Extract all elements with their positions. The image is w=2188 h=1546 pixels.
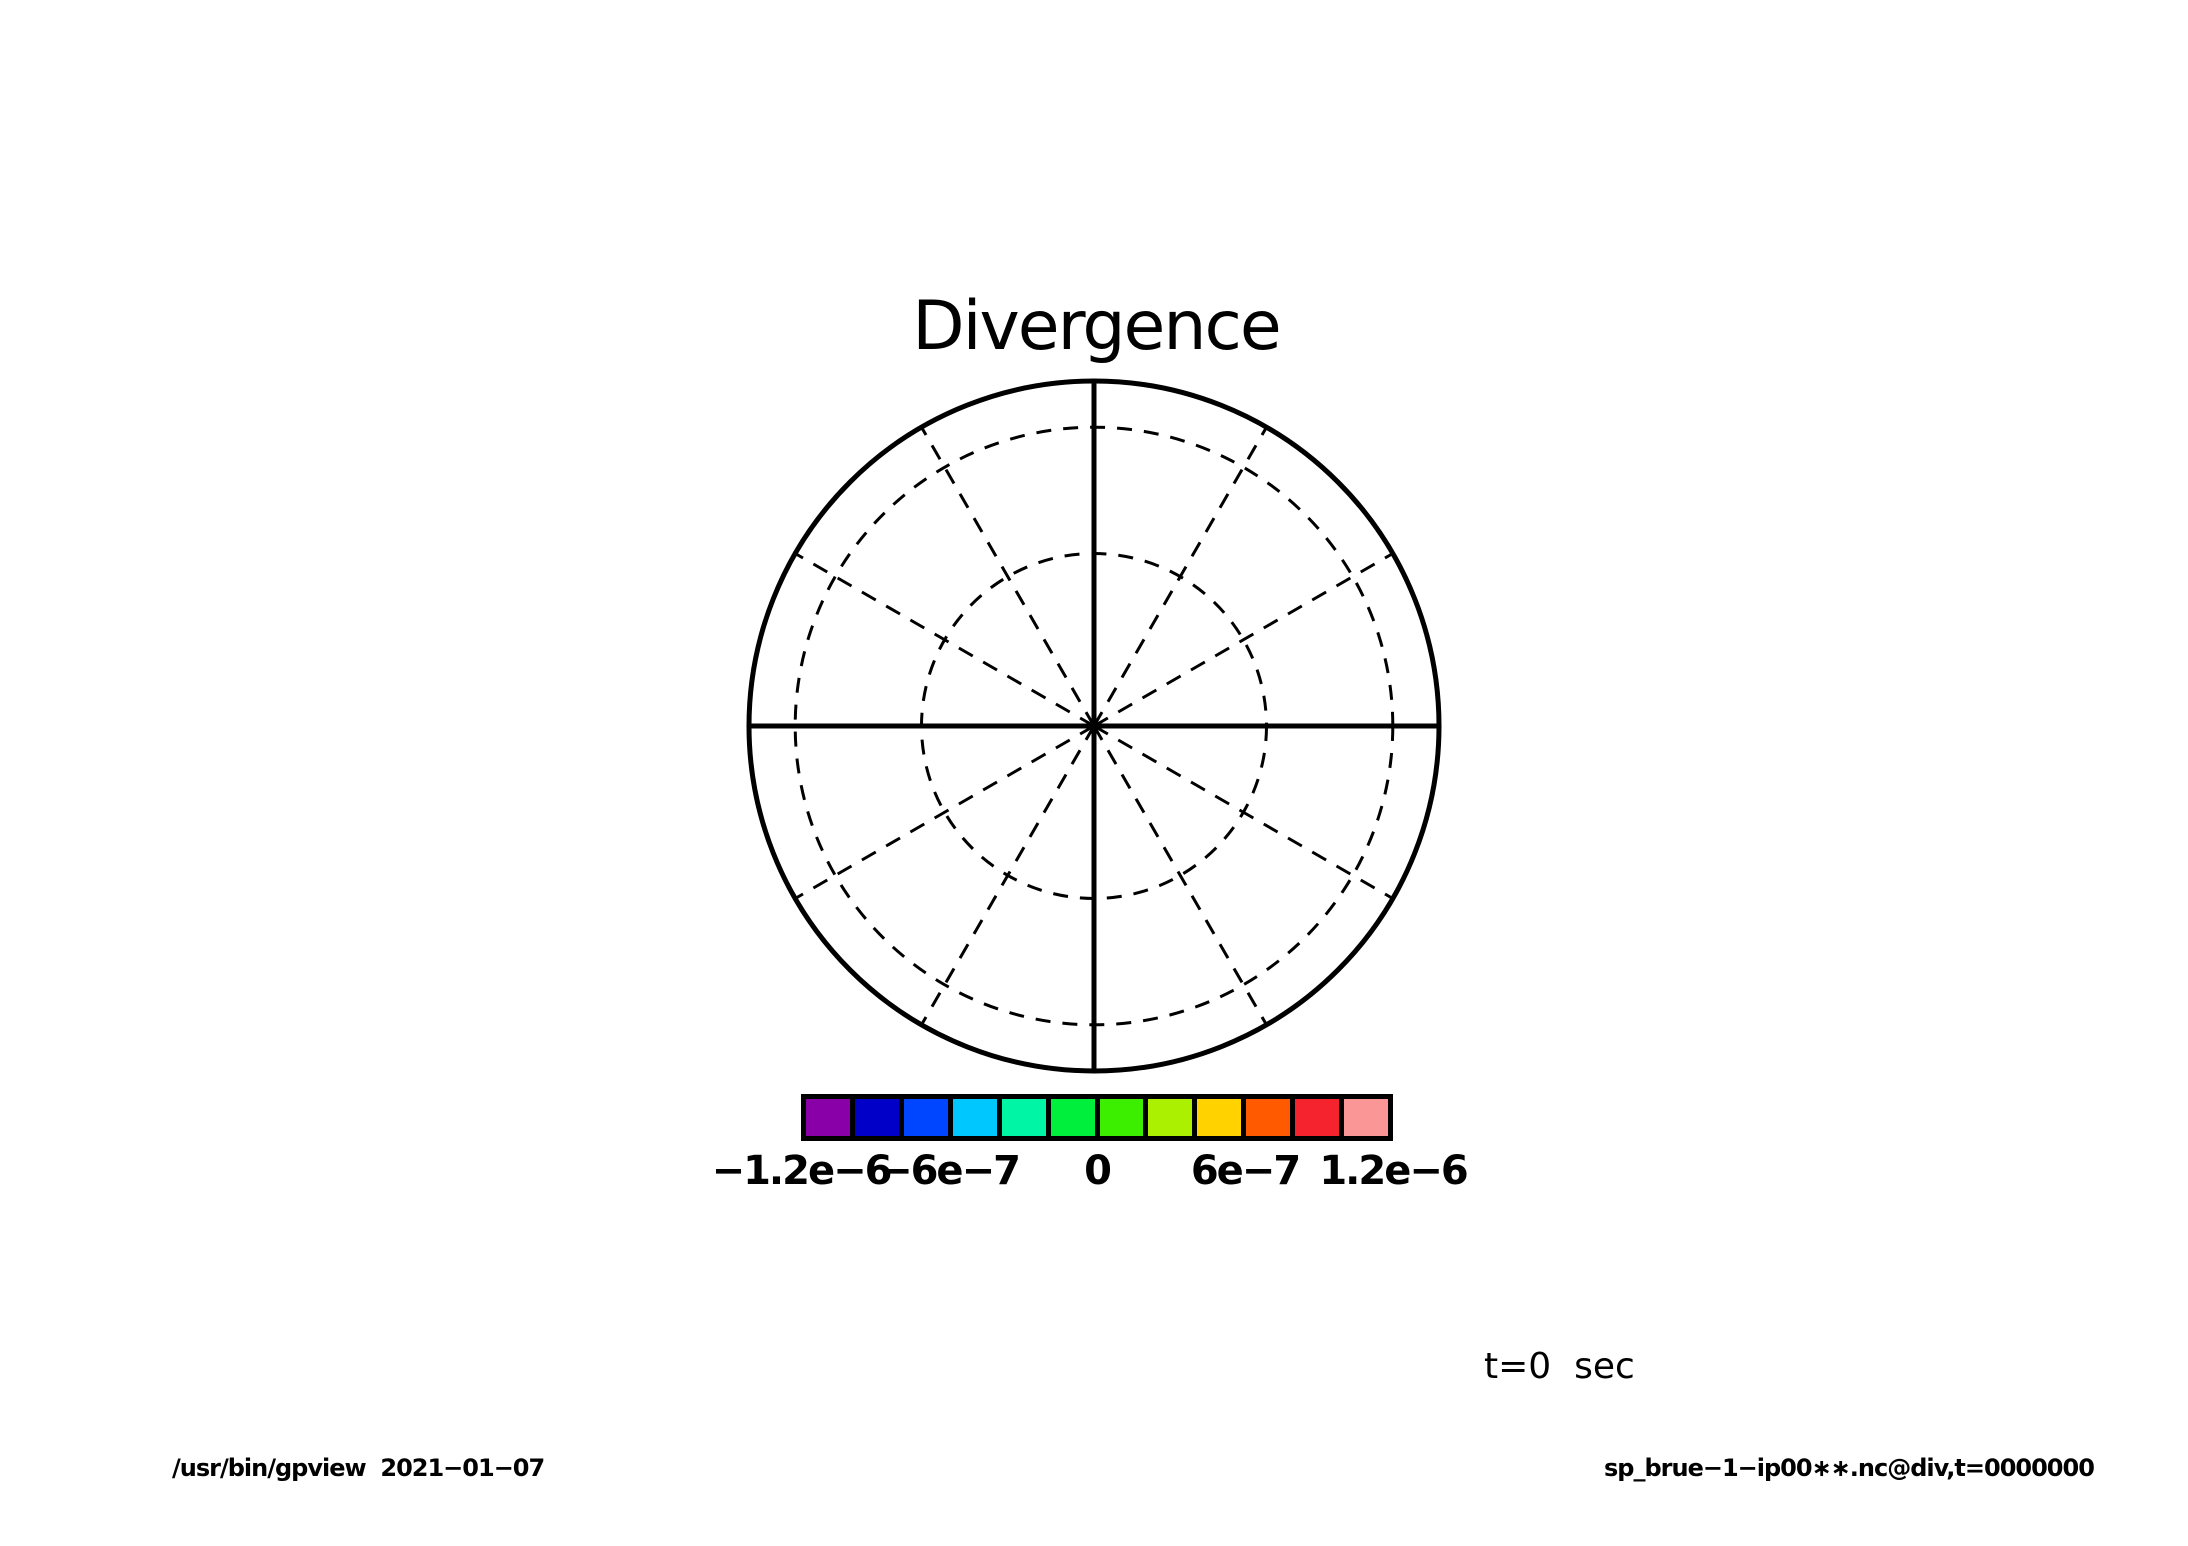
dashed-grid-circle-inner	[920, 552, 1268, 900]
time-annotation: t=0 sec	[1484, 1346, 1635, 1387]
colorbar-cell	[996, 1099, 1046, 1136]
dashed-grid-circle-outer	[793, 425, 1395, 1027]
colorbar-cell	[849, 1099, 899, 1136]
colorbar-tick-label: 1.2e−6	[1319, 1148, 1468, 1194]
colorbar-tick-label: 0	[1084, 1148, 1112, 1194]
colorbar-cell	[1045, 1099, 1095, 1136]
dashed-meridian-line-60	[1092, 426, 1268, 727]
colorbar-cell	[898, 1099, 948, 1136]
colorbar-cell	[1339, 1099, 1389, 1136]
dashed-meridian-line-300	[1092, 725, 1268, 1026]
colorbar-cell	[947, 1099, 997, 1136]
colorbar-tick-label: −6e−7	[879, 1148, 1021, 1194]
colorbar-cell	[1143, 1099, 1193, 1136]
colorbar-cell	[1192, 1099, 1242, 1136]
outer-boundary-circle	[746, 378, 1442, 1074]
plot-title: Divergence	[912, 287, 1281, 366]
colorbar-cell	[1241, 1099, 1291, 1136]
colorbar-tick-label: −1.2e−6	[711, 1148, 893, 1194]
dashed-meridian-line-120	[920, 426, 1096, 727]
colorbar	[801, 1094, 1393, 1141]
footer-command-date: /usr/bin/gpview 2021−01−07	[172, 1454, 545, 1482]
dashed-meridian-line-150	[794, 552, 1095, 728]
colorbar-cell	[1094, 1099, 1144, 1136]
dashed-meridian-line-30	[1093, 552, 1394, 728]
dashed-meridian-line-330	[1093, 724, 1394, 900]
colorbar-tick-label: 6e−7	[1190, 1148, 1301, 1194]
dashed-meridian-line-240	[920, 725, 1096, 1026]
footer-source-file: sp_brue−1−ip00∗∗.nc@div,t=0000000	[1604, 1454, 2095, 1482]
dashed-meridian-line-210	[794, 724, 1095, 900]
colorbar-cell	[806, 1099, 850, 1136]
colorbar-cell	[1290, 1099, 1340, 1136]
